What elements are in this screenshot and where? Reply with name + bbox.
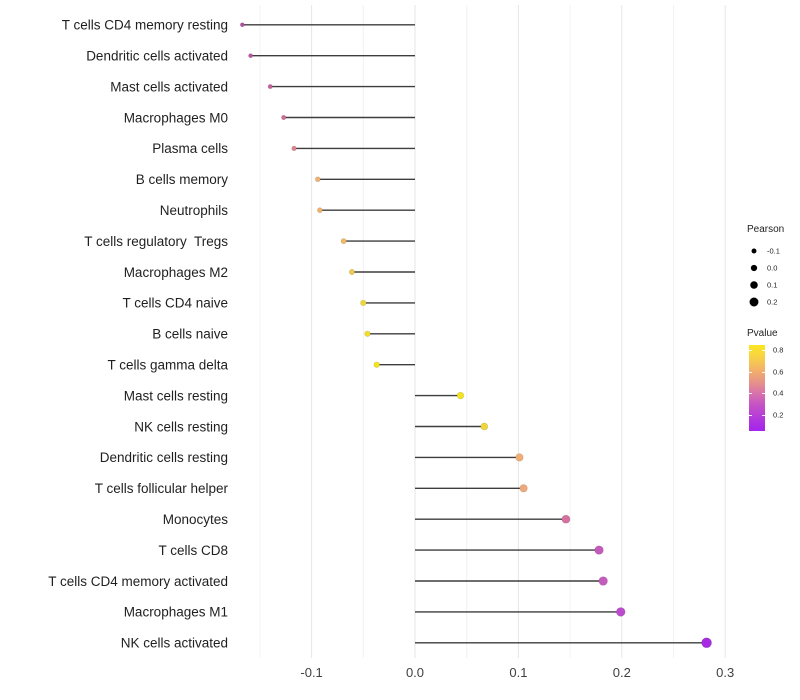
legend-pvalue: Pvalue 0.8 0.6 0.4 0.2 [746,328,800,431]
y-axis-label: NK cells resting [134,419,228,434]
y-axis-label: Macrophages M0 [124,110,228,125]
legend-pearson-label: 0.2 [767,298,777,307]
legend-pearson-dot [750,281,758,289]
lollipop-dot [281,114,287,121]
legend-pearson-title: Pearson [747,224,785,235]
lollipop-dot [348,268,355,276]
y-axis-label: T cells CD4 memory activated [48,574,228,589]
x-axis-tick-label: 0.1 [509,665,527,680]
lollipop-dot [615,607,626,617]
lollipop-dot [515,453,524,462]
lollipop-dot [360,299,367,307]
y-axis-label: T cells regulatory Tregs [84,234,228,249]
y-axis-label: Plasma cells [152,141,228,156]
pvalue-colorbar-tick [762,393,765,395]
x-axis-tick-label: 0.0 [406,665,424,680]
lollipop-dot [317,207,323,214]
pvalue-colorbar-label: 0.8 [773,345,784,355]
lollipop-dot [373,361,380,368]
y-axis-label: Macrophages M1 [124,605,228,620]
x-axis-tick-label: 0.3 [716,665,734,680]
lollipop-dot [248,53,254,59]
legend-pearson-dot [751,248,757,254]
lollipop-dot [480,422,489,431]
y-axis-label: B cells memory [136,172,229,187]
x-axis-tick-labels: -0.1 0.0 0.1 0.2 0.3 [300,665,734,680]
legend-pearson: Pearson -0.1 0.0 0.1 0.2 [746,224,800,320]
legend-pearson-items: -0.1 0.0 0.1 0.2 [749,247,780,307]
y-axis-label: T cells CD8 [158,543,228,558]
legend-pearson-label: 0.0 [767,264,777,273]
pvalue-colorbar-tick [749,414,752,416]
lollipop-stems [242,24,707,644]
pvalue-colorbar [749,345,765,431]
pvalue-colorbar-tick [762,414,765,416]
y-axis-label: Monocytes [163,512,229,527]
y-axis-labels: T cells CD4 memory resting Dendritic cell… [48,18,228,651]
gridlines [259,5,726,658]
legend-pearson-label: -0.1 [767,247,780,256]
y-axis-label: Mast cells resting [124,388,228,403]
legend-pvalue-title: Pvalue [747,328,778,339]
lollipop-dot [340,238,347,245]
y-axis-label: T cells gamma delta [107,358,228,373]
pvalue-colorbar-tick [749,371,752,373]
lollipop-dots [239,22,712,649]
pvalue-colorbar-tick [749,350,752,352]
y-axis-label: T cells CD4 memory resting [62,18,228,33]
lollipop-dot [561,514,571,524]
pvalue-colorbar-label: 0.4 [773,388,784,398]
y-axis-label: Neutrophils [160,203,229,218]
y-axis-label: Macrophages M2 [124,265,228,280]
lollipop-dot [456,391,465,400]
y-axis-label: T cells follicular helper [95,481,229,496]
lollipop-dot [314,176,321,183]
y-axis-label: Dendritic cells activated [86,49,228,64]
lollipop-dot [701,637,712,649]
y-axis-label: Mast cells activated [110,79,228,94]
y-axis-label: Dendritic cells resting [100,450,228,465]
x-axis-tick-label: -0.1 [300,665,322,680]
x-axis-tick-label: 0.2 [613,665,631,680]
y-axis-label: T cells CD4 naive [122,296,228,311]
pvalue-colorbar-label: 0.2 [773,410,784,420]
legend-pearson-label: 0.1 [767,281,777,290]
legend-pearson-dot [750,264,758,272]
lollipop-dot [267,84,273,90]
pvalue-colorbar-tick [762,350,765,352]
legend-pearson-dot [749,297,759,307]
lollipop-dot [598,576,608,586]
pvalue-colorbar-tick [749,393,752,395]
lollipop-dot [364,330,371,337]
pvalue-colorbar-label: 0.6 [773,367,784,377]
lollipop-dot [519,484,528,493]
lollipop-dot [594,545,604,555]
pvalue-colorbar-tick [762,371,765,373]
y-axis-label: B cells naive [152,327,228,342]
lollipop-dot [291,145,297,152]
lollipop-dot [239,22,245,28]
y-axis-label: NK cells activated [121,636,228,651]
